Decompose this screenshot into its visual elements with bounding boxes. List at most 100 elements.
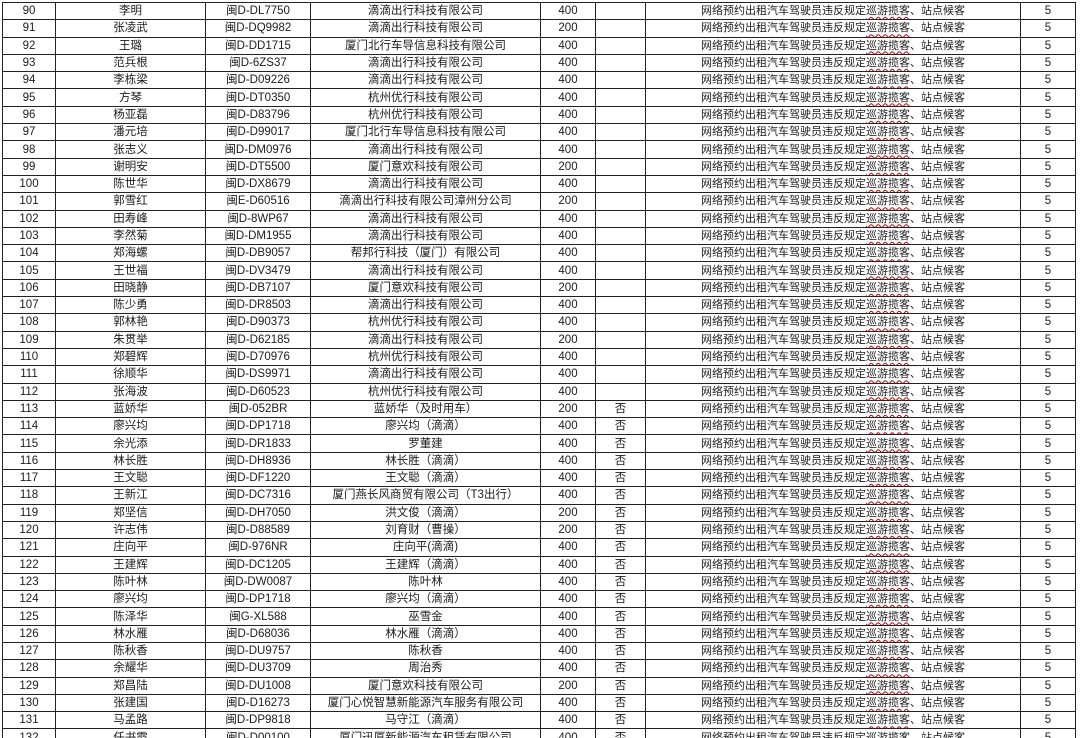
plate-cell: 闽D-D60523 [205,382,311,401]
amount-cell: 200 [540,157,596,176]
violation-text-suffix: 、站点候客 [910,368,965,381]
violation-text-suffix: 、站点候客 [910,91,965,104]
plate-cell: 闽D-DP1718 [205,417,311,436]
company-cell: 厦门心悦智慧新能源汽车服务有限公司 [310,693,541,713]
violation-text-suffix: 、站点候客 [910,714,965,727]
company-cell: 滴滴出行科技有限公司 [310,261,541,280]
plate-cell: 闽D-D70976 [205,347,311,367]
name-cell: 廖兴均 [55,417,206,436]
name-cell: 郑昌陆 [55,676,206,695]
violation-text-suffix: 、站点候客 [910,333,965,346]
amount-cell: 400 [540,209,596,228]
points-cell: 5 [1020,676,1076,695]
row-number-cell: 126 [2,624,56,643]
table-row: 116 林长胜 闽D-DH8936 林长胜（滴滴） 400 否 网络预约出租汽车… [2,451,1076,471]
violation-text-suffix: 、站点候客 [910,247,965,260]
row-number-cell: 114 [2,417,56,436]
violation-cell: 网络预约出租汽车驾驶员违反规定巡游揽客、站点候客 [645,347,1021,367]
violation-text-underlined: 巡游揽客 [866,22,910,35]
violation-cell: 网络预约出租汽车驾驶员违反规定巡游揽客、站点候客 [645,261,1021,280]
violation-cell: 网络预约出租汽车驾驶员违反规定巡游揽客、站点候客 [645,538,1021,557]
row-number-cell: 132 [2,728,56,738]
plate-cell: 闽D-DL7750 [205,1,311,21]
violation-cell: 网络预约出租汽车驾驶员违反规定巡游揽客、站点候客 [645,365,1021,384]
table-row: 111 徐顺华 闽D-DS9971 滴滴出行科技有限公司 400 网络预约出租汽… [2,365,1076,384]
company-cell: 滴滴出行科技有限公司 [310,209,541,228]
plate-cell: 闽D-D83796 [205,105,311,125]
company-cell: 马守江（滴滴） [310,711,541,730]
row-number-cell: 129 [2,676,56,695]
amount-cell: 400 [540,244,596,263]
row-number-cell: 96 [2,105,56,125]
flag-cell: 否 [595,711,646,730]
row-number-cell: 98 [2,140,56,159]
points-cell: 5 [1020,296,1076,315]
company-cell: 王文聪（滴滴） [310,469,541,488]
table-row: 90 李明 闽D-DL7750 滴滴出行科技有限公司 400 网络预约出租汽车驾… [2,1,1076,21]
table-row: 124 廖兴均 闽D-DP1718 廖兴均（滴滴） 400 否 网络预约出租汽车… [2,590,1076,609]
row-number-cell: 115 [2,434,56,453]
violation-text-suffix: 、站点候客 [910,108,965,121]
violation-cell: 网络预约出租汽车驾驶员违反规定巡游揽客、站点候客 [645,693,1021,713]
name-cell: 许志伟 [55,520,206,540]
violation-text-suffix: 、站点候客 [910,160,965,173]
name-cell: 李明 [55,1,206,21]
amount-cell: 400 [540,261,596,280]
name-cell: 庄向平 [55,538,206,557]
company-cell: 滴滴出行科技有限公司 [310,296,541,315]
violation-text-prefix: 网络预约出租汽车驾驶员违反规定 [701,506,866,519]
company-cell: 林水雁（滴滴） [310,624,541,643]
plate-cell: 闽D-DP1718 [205,590,311,609]
violation-cell: 网络预约出租汽车驾驶员违反规定巡游揽客、站点候客 [645,572,1021,592]
points-cell: 5 [1020,590,1076,609]
violation-text-prefix: 网络预约出租汽车驾驶员违反规定 [701,679,866,692]
plate-cell: 闽D-DP9818 [205,711,311,730]
flag-cell: 否 [595,590,646,609]
violation-text-underlined: 巡游揽客 [866,212,910,225]
company-cell: 陈叶林 [310,572,541,592]
table-row: 114 廖兴均 闽D-DP1718 廖兴均（滴滴） 400 否 网络预约出租汽车… [2,417,1076,436]
amount-cell: 400 [540,711,596,730]
violation-text-prefix: 网络预约出租汽车驾驶员违反规定 [701,316,866,329]
name-cell: 任书霞 [55,728,206,738]
row-number-cell: 113 [2,399,56,419]
name-cell: 王文聪 [55,469,206,488]
company-cell: 滴滴出行科技有限公司 [310,1,541,21]
violation-text-prefix: 网络预约出租汽车驾驶员违反规定 [701,333,866,346]
name-cell: 谢明安 [55,157,206,176]
violation-cell: 网络预约出租汽车驾驶员违反规定巡游揽客、站点候客 [645,469,1021,488]
table-row: 112 张海波 闽D-D60523 杭州优行科技有限公司 400 网络预约出租汽… [2,382,1076,401]
company-cell: 帮邦行科技（厦门）有限公司 [310,244,541,263]
flag-cell: 否 [595,417,646,436]
violation-text-underlined: 巡游揽客 [866,247,910,260]
name-cell: 郭雪红 [55,192,206,211]
violation-text-prefix: 网络预约出租汽车驾驶员违反规定 [701,195,866,208]
violation-text-suffix: 、站点候客 [910,143,965,156]
violation-text-suffix: 、站点候客 [910,299,965,312]
table-row: 104 郑海螺 闽D-DB9057 帮邦行科技（厦门）有限公司 400 网络预约… [2,244,1076,263]
amount-cell: 400 [540,469,596,488]
company-cell: 滴滴出行科技有限公司 [310,140,541,159]
row-number-cell: 128 [2,659,56,678]
violation-cell: 网络预约出租汽车驾驶员违反规定巡游揽客、站点候客 [645,278,1021,298]
amount-cell: 400 [540,538,596,557]
violation-text-prefix: 网络预约出租汽车驾驶员违反规定 [701,160,866,173]
points-cell: 5 [1020,278,1076,298]
company-cell: 杭州优行科技有限公司 [310,88,541,107]
table-row: 92 王璐 闽D-DD1715 厦门北行车导信息科技有限公司 400 网络预约出… [2,36,1076,55]
violation-text-prefix: 网络预约出租汽车驾驶员违反规定 [701,264,866,277]
company-cell: 巫雪金 [310,607,541,626]
violation-cell: 网络预约出租汽车驾驶员违反规定巡游揽客、站点候客 [645,19,1021,38]
violation-text-suffix: 、站点候客 [910,731,965,738]
violation-text-underlined: 巡游揽客 [866,264,910,277]
flag-cell: 否 [595,693,646,713]
row-number-cell: 93 [2,53,56,73]
amount-cell: 400 [540,36,596,55]
company-cell: 滴滴出行科技有限公司漳州分公司 [310,192,541,211]
name-cell: 陈叶林 [55,572,206,592]
flag-cell [595,140,646,159]
company-cell: 杭州优行科技有限公司 [310,347,541,367]
violation-text-prefix: 网络预约出租汽车驾驶员违反规定 [701,402,866,415]
violation-text-suffix: 、站点候客 [910,645,965,658]
name-cell: 林长胜 [55,451,206,471]
